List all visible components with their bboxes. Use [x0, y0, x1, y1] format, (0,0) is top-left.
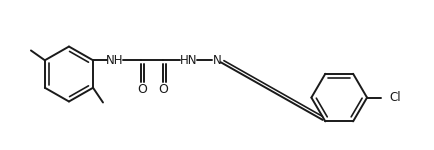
Text: HN: HN [180, 54, 197, 67]
Text: O: O [159, 83, 168, 96]
Text: NH: NH [106, 54, 124, 67]
Text: O: O [137, 83, 147, 96]
Text: N: N [213, 54, 222, 67]
Text: Cl: Cl [389, 91, 401, 104]
